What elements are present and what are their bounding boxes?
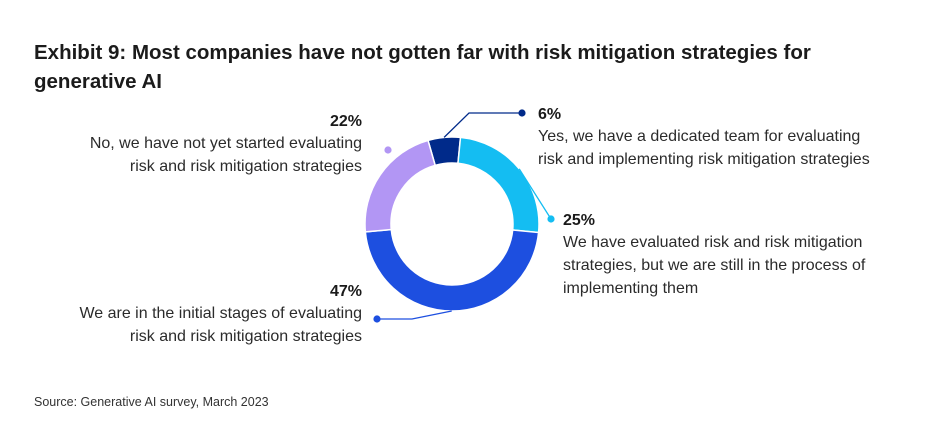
category-label-dedicated-team-line-1: Yes, we have a dedicated team for evalua…	[538, 128, 860, 145]
donut-slice-evaluated-in-process	[457, 136, 540, 234]
category-label-initial-stages-line-2: risk and risk mitigation strategies	[130, 328, 362, 345]
leader-dot-initial-stages	[373, 315, 381, 323]
category-label-initial-stages-line-1: We are in the initial stages of evaluati…	[79, 305, 362, 322]
chart-title: Exhibit 9: Most companies have not gotte…	[34, 41, 811, 93]
leader-dot-not-started	[384, 146, 392, 154]
category-label-evaluated-in-process-line-1: We have evaluated risk and risk mitigati…	[563, 234, 862, 251]
donut-slice-initial-stages	[364, 228, 540, 312]
category-label-dedicated-team-line-2: risk and implementing risk mitigation st…	[538, 151, 870, 168]
source-note: Source: Generative AI survey, March 2023	[34, 395, 269, 409]
leader-line-evaluated-in-process	[518, 168, 552, 220]
leader-dot-dedicated-team	[518, 109, 526, 117]
category-label-evaluated-in-process-line-3: implementing them	[563, 280, 698, 297]
value-label-initial-stages: 47%	[330, 283, 362, 300]
donut-slices	[364, 136, 540, 312]
value-label-dedicated-team: 6%	[538, 106, 561, 123]
value-label-not-started: 22%	[330, 113, 362, 130]
leader-line-dedicated-team	[443, 112, 522, 138]
slice-labels: 6% Yes, we have a dedicated team for eval…	[79, 106, 869, 345]
leader-line-initial-stages	[377, 310, 452, 320]
donut-slice-not-started	[364, 139, 437, 233]
leader-lines	[373, 109, 555, 323]
category-label-evaluated-in-process-line-2: strategies, but we are still in the proc…	[563, 257, 866, 274]
leader-dot-evaluated-in-process	[547, 215, 555, 223]
category-label-not-started-line-2: risk and risk mitigation strategies	[130, 158, 362, 175]
value-label-evaluated-in-process: 25%	[563, 212, 595, 229]
category-label-not-started-line-1: No, we have not yet started evaluating	[90, 135, 362, 152]
